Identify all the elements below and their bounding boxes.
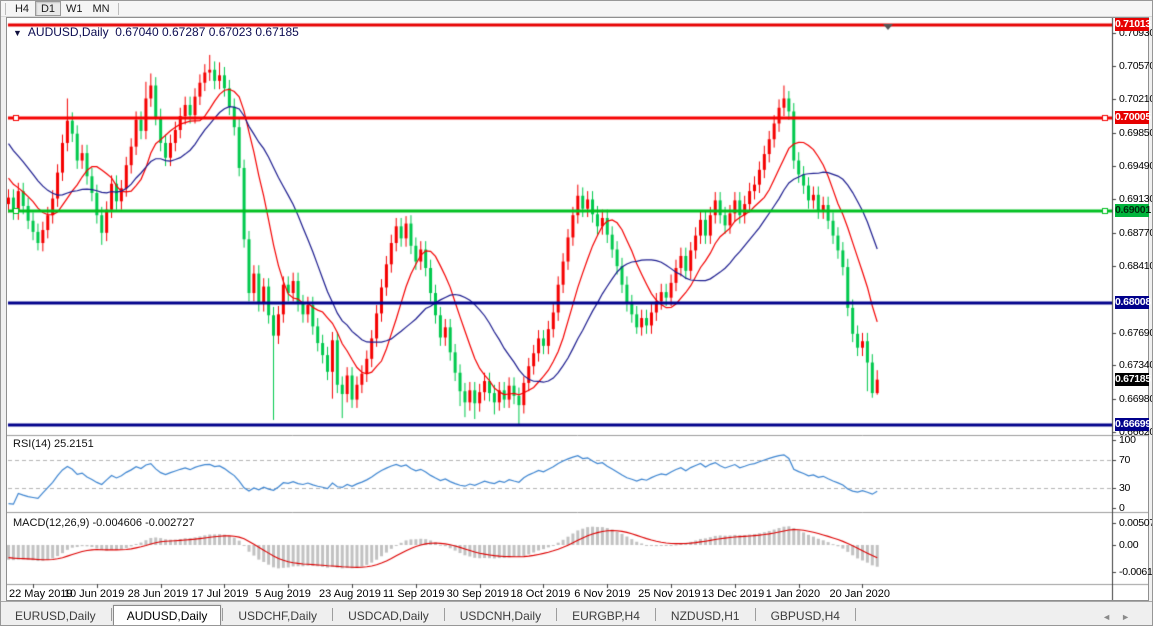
rsi-axis-tick: 0: [1119, 502, 1125, 514]
rsi-axis-tick: 70: [1119, 454, 1131, 466]
chart-tabbar: EURUSD,Daily AUDUSD,Daily USDCHF,Daily USDC…: [1, 601, 1152, 625]
date-axis-label: 10 Jun 2019: [63, 588, 125, 600]
tab-separator: [332, 608, 334, 621]
price-axis-tick: 0.66980: [1119, 393, 1153, 405]
price-axis-tick: 0.67690: [1119, 327, 1153, 339]
chart-tab-audusd[interactable]: AUDUSD,Daily: [112, 605, 222, 625]
price-axis-tick: 0.68770: [1119, 227, 1153, 239]
date-axis-label: 20 Jan 2020: [829, 588, 891, 600]
price-badge-0.71013: 0.71013: [1115, 18, 1151, 31]
timeframe-button-d1[interactable]: D1: [35, 1, 61, 16]
price-badge-0.68008: 0.68008: [1115, 296, 1151, 309]
tab-separator: [222, 608, 224, 621]
macd-pane-label: MACD(12,26,9) -0.004606 -0.002727: [13, 517, 195, 529]
rsi-pane-label: RSI(14) 25.2151: [13, 438, 94, 450]
timeframe-buttons: H4 D1 W1 MN: [9, 1, 115, 16]
price-axis-tick: 0.67340: [1119, 359, 1153, 371]
macd-values: -0.004606 -0.002727: [92, 517, 195, 529]
toolbar-separator: [5, 2, 6, 15]
price-badge-0.66699: 0.66699: [1115, 418, 1151, 431]
date-axis-label: 5 Aug 2019: [255, 588, 311, 600]
chart-tab-usdchf[interactable]: USDCHF,Daily: [238, 609, 318, 623]
tab-scroll-right-icon[interactable]: ►: [1121, 612, 1140, 622]
toolbar-separator: [117, 2, 119, 15]
date-axis-label: 30 Sep 2019: [446, 588, 510, 600]
date-axis-label: 11 Sep 2019: [382, 588, 445, 600]
chart-tab-eurgbp[interactable]: EURGBP,H4: [572, 609, 640, 623]
timeframe-button-w1[interactable]: W1: [66, 3, 83, 15]
tab-separator: [110, 608, 112, 621]
price-axis-tick: 0.68410: [1119, 260, 1153, 272]
chart-symbol: AUDUSD,Daily: [27, 25, 109, 39]
price-axis-tick: 0.69490: [1119, 160, 1153, 172]
date-axis-label: 25 Nov 2019: [638, 588, 701, 600]
price-badge-0.70005: 0.70005: [1115, 111, 1151, 124]
date-axis-label: 13 Dec 2019: [701, 588, 765, 600]
rsi-value: 25.2151: [53, 438, 94, 450]
price-chart-canvas[interactable]: [7, 18, 1148, 600]
date-axis-label: 1 Jan 2020: [765, 588, 821, 600]
chart-ohlc-readout: 0.67040 0.67287 0.67023 0.67185: [115, 25, 299, 39]
tab-separator: [556, 608, 558, 621]
rsi-axis-tick: 30: [1119, 482, 1131, 494]
price-axis-tick: 0.69850: [1119, 127, 1153, 139]
rsi-axis-tick: 100: [1119, 434, 1136, 446]
timeframe-toolbar: H4 D1 W1 MN: [1, 1, 1152, 17]
tab-separator: [443, 608, 445, 621]
macd-axis-tick: 0.005076: [1119, 517, 1152, 529]
timeframe-button-mn[interactable]: MN: [92, 3, 110, 15]
chart-dropdown-icon[interactable]: ▼: [13, 28, 22, 38]
timeframe-button-h4[interactable]: H4: [14, 3, 30, 15]
rsi-name: RSI(14): [13, 438, 51, 450]
price-axis-tick: 0.69130: [1119, 193, 1153, 205]
chart-title: ▼ AUDUSD,Daily 0.67040 0.67287 0.67023 0.…: [13, 25, 299, 39]
date-axis-label: 17 Jul 2019: [191, 588, 249, 600]
date-axis-label: 28 Jun 2019: [127, 588, 189, 600]
chart-tab-gbpusd[interactable]: GBPUSD,H4: [770, 609, 840, 623]
date-axis-label: 22 May 2019: [9, 588, 73, 600]
tab-separator: [754, 608, 756, 621]
macd-axis-tick: -0.006148: [1119, 566, 1153, 578]
date-axis-label: 6 Nov 2019: [574, 588, 631, 600]
price-badge-0.67185: 0.67185: [1115, 373, 1151, 386]
chart-tabs: EURUSD,Daily AUDUSD,Daily USDCHF,Daily USDC…: [1, 604, 857, 625]
macd-axis-tick: 0.00: [1119, 539, 1139, 551]
price-axis-tick: 0.70210: [1119, 93, 1153, 105]
date-axis-label: 18 Oct 2019: [510, 588, 571, 600]
chart-tab-nzdusd[interactable]: NZDUSD,H1: [670, 609, 740, 623]
date-axis-label: 23 Aug 2019: [319, 588, 381, 600]
tab-scroll-left-icon[interactable]: ◄: [1102, 612, 1122, 622]
tab-separator: [854, 608, 856, 621]
price-badge-0.69001: 0.69001: [1115, 204, 1151, 217]
tab-separator: [654, 608, 656, 621]
macd-name: MACD(12,26,9): [13, 517, 90, 529]
chart-tab-usdcnh[interactable]: USDCNH,Daily: [459, 609, 542, 623]
chart-tab-usdcad[interactable]: USDCAD,Daily: [348, 609, 429, 623]
chart-tab-eurusd[interactable]: EURUSD,Daily: [15, 609, 96, 623]
chart-frame: ▼ AUDUSD,Daily 0.67040 0.67287 0.67023 0.…: [6, 17, 1152, 601]
price-axis-tick: 0.70570: [1119, 60, 1153, 72]
tab-scroll-arrows: ◄►: [1102, 612, 1140, 622]
